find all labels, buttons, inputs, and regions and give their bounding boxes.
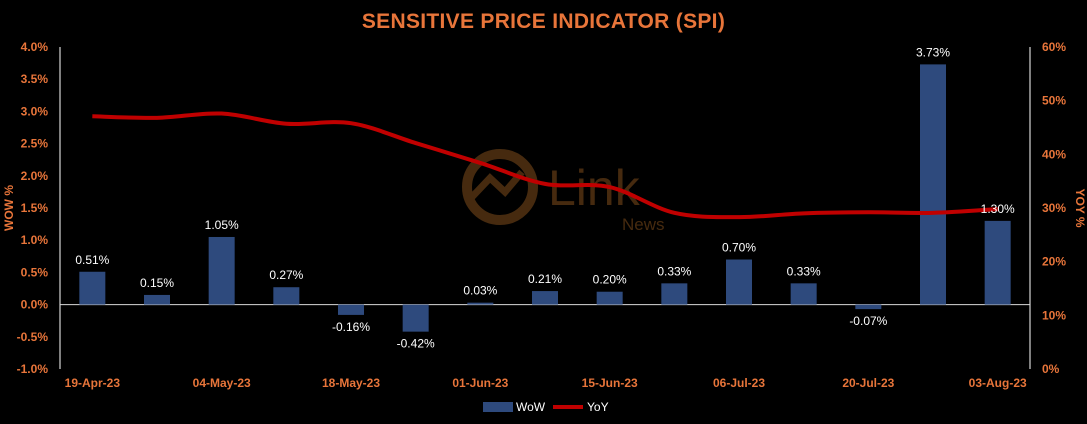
- wow-bar: [273, 287, 300, 305]
- y-left-tick-label: 0.5%: [21, 265, 49, 279]
- wow-bar: [144, 294, 170, 305]
- wow-bar: [855, 304, 882, 310]
- wow-bar: [208, 236, 235, 305]
- y-right-tick-label: 10%: [1042, 308, 1066, 322]
- wow-bar: [596, 291, 623, 305]
- y-right-tick-label: 30%: [1042, 201, 1066, 215]
- y-left-tick-label: 3.0%: [21, 104, 49, 118]
- legend-wow-swatch: [483, 402, 513, 412]
- y-right-axis-title: YOY %: [1073, 188, 1087, 227]
- wow-data-label: 1.30%: [981, 202, 1015, 216]
- y-left-tick-label: 4.0%: [21, 40, 49, 54]
- y-left-tick-label: 2.0%: [21, 169, 49, 183]
- wow-bar: [532, 291, 558, 305]
- x-tick-label: 20-Jul-23: [842, 376, 894, 390]
- x-tick-label: 01-Jun-23: [452, 376, 508, 390]
- wow-bar: [402, 304, 429, 332]
- y-right-tick-label: 40%: [1042, 147, 1066, 161]
- x-tick-label: 15-Jun-23: [582, 376, 638, 390]
- legend-yoy-label: YoY: [587, 400, 609, 414]
- wow-data-label: -0.42%: [397, 337, 435, 351]
- x-tick-label: 03-Aug-23: [969, 376, 1027, 390]
- wow-data-label: 0.20%: [593, 273, 627, 287]
- legend-wow-label: WoW: [516, 400, 546, 414]
- wow-bar: [790, 283, 817, 305]
- yoy-line: [92, 111, 998, 220]
- chart-title: SENSITIVE PRICE INDICATOR (SPI): [361, 10, 726, 33]
- wow-data-label: 0.70%: [722, 241, 756, 255]
- wow-data-label: 0.33%: [787, 264, 821, 278]
- wow-data-label: 3.73%: [916, 45, 950, 59]
- y-left-tick-label: 0.0%: [21, 298, 49, 312]
- x-tick-label: 04-May-23: [193, 376, 251, 390]
- y-right-tick-label: 20%: [1042, 255, 1066, 269]
- wow-data-label: -0.16%: [332, 320, 370, 334]
- y-left-tick-label: 3.5%: [21, 72, 49, 86]
- wow-bar: [79, 271, 106, 305]
- x-tick-label: 18-May-23: [322, 376, 380, 390]
- svg-text:News: News: [622, 215, 665, 234]
- x-tick-label: 06-Jul-23: [713, 376, 765, 390]
- x-tick-label: 19-Apr-23: [65, 376, 121, 390]
- wow-bar: [920, 64, 946, 305]
- wow-bar: [726, 259, 752, 305]
- wow-data-label: 0.33%: [657, 264, 691, 278]
- y-left-tick-label: 1.5%: [21, 201, 49, 215]
- wow-bar: [338, 304, 364, 315]
- wow-data-label: 0.21%: [528, 272, 562, 286]
- wow-bar: [984, 220, 1011, 305]
- y-left-tick-label: -0.5%: [17, 330, 49, 344]
- wow-data-label: 0.51%: [75, 253, 109, 267]
- y-left-tick-label: 2.5%: [21, 137, 49, 151]
- wow-data-label: 0.03%: [463, 284, 497, 298]
- watermark-logo: Link News: [462, 149, 665, 234]
- y-left-tick-label: -1.0%: [17, 362, 49, 376]
- y-right-tick-label: 60%: [1042, 40, 1066, 54]
- y-right-tick-label: 50%: [1042, 94, 1066, 108]
- y-left-axis-title: WOW %: [2, 185, 16, 231]
- wow-data-label: 1.05%: [205, 218, 239, 232]
- wow-data-label: 0.27%: [269, 268, 303, 282]
- wow-bar: [467, 302, 494, 305]
- y-right-tick-label: 0%: [1042, 362, 1060, 376]
- wow-bar: [661, 283, 688, 305]
- svg-text:Link: Link: [548, 160, 641, 216]
- y-left-tick-label: 1.0%: [21, 233, 49, 247]
- wow-data-label: -0.07%: [849, 314, 887, 328]
- wow-data-label: 0.15%: [140, 276, 174, 290]
